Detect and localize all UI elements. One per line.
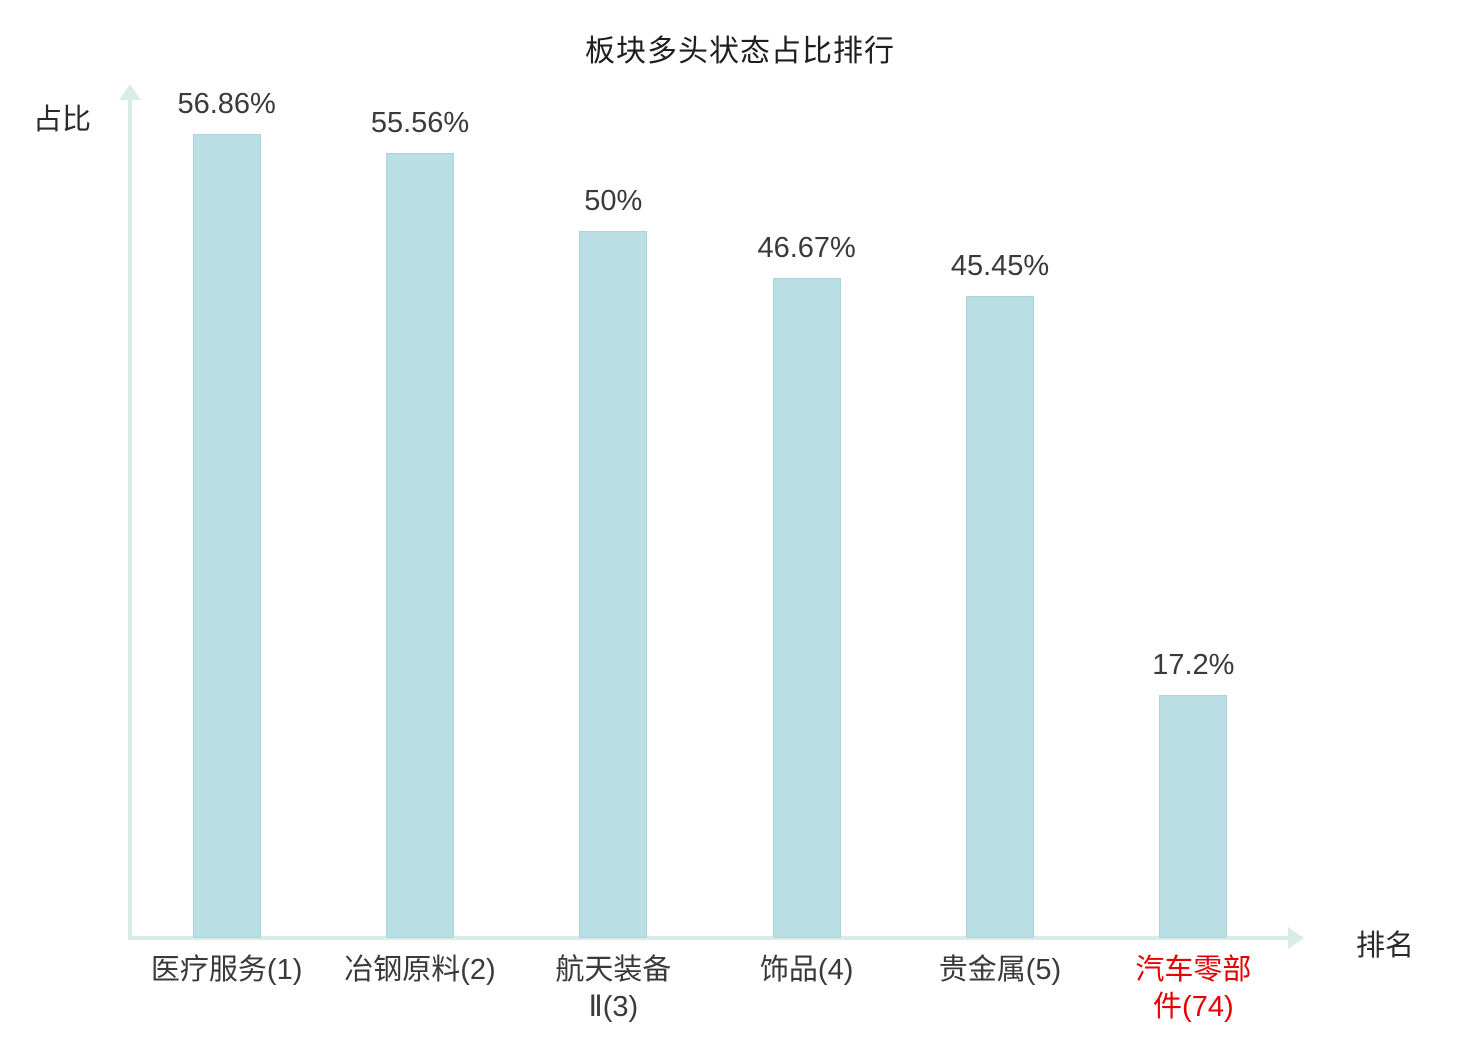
bar-category-label: 贵金属(5) bbox=[938, 954, 1062, 986]
bar bbox=[1159, 695, 1228, 938]
bar-value-label: 55.56% bbox=[370, 107, 470, 139]
bar-category-label: 饰品(4) bbox=[759, 954, 854, 986]
bar-value-label: 17.2% bbox=[1152, 649, 1235, 681]
bar-value-label: 50% bbox=[584, 185, 643, 217]
x-axis-arrow-icon bbox=[1288, 927, 1304, 949]
bar-category-label: 冶钢原料(2) bbox=[344, 954, 496, 986]
bar bbox=[772, 278, 841, 938]
chart-title: 板块多头状态占比排行 bbox=[585, 35, 895, 68]
bar-category-label: 航天装备 Ⅱ(3) bbox=[555, 954, 672, 1023]
bar-value-label: 56.86% bbox=[177, 88, 276, 120]
bar-value-label: 46.67% bbox=[757, 232, 856, 264]
x-axis-line bbox=[128, 936, 1290, 940]
bar bbox=[966, 296, 1034, 938]
y-axis-arrow-icon bbox=[119, 84, 141, 100]
bar-category-label: 医疗服务(1) bbox=[150, 954, 303, 986]
bar bbox=[579, 231, 648, 938]
y-axis-line bbox=[128, 96, 132, 938]
bar bbox=[386, 153, 454, 938]
bar bbox=[192, 134, 261, 938]
x-axis-label: 排名 bbox=[1356, 930, 1415, 962]
bar-value-label: 45.45% bbox=[950, 250, 1050, 282]
bar-category-label: 汽车零部 件(74) bbox=[1135, 954, 1252, 1023]
y-axis-label: 占比 bbox=[33, 104, 92, 136]
